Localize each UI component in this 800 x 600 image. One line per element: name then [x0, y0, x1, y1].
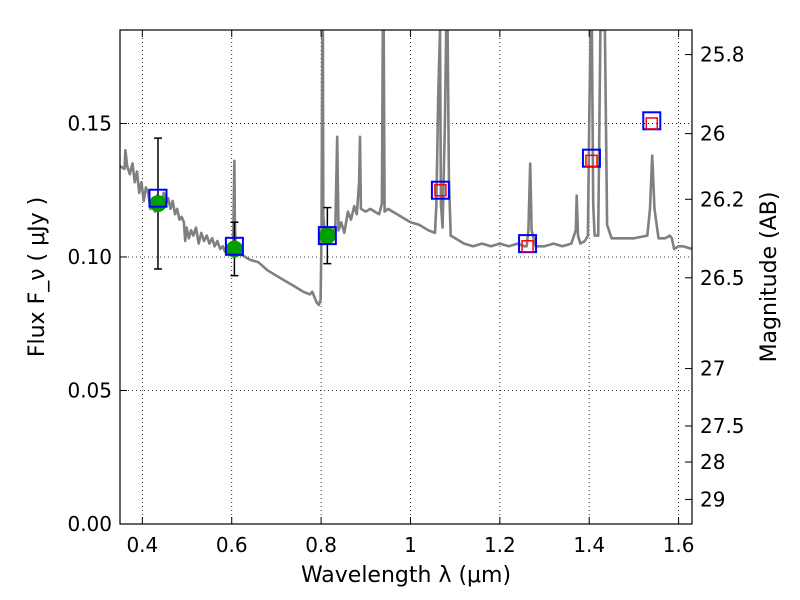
predicted-square	[585, 154, 598, 168]
right-y-axis-label: Magnitude (AB)	[757, 192, 782, 363]
y-axis-label: Flux F_ν ( μJy )	[25, 197, 50, 357]
predicted-square	[521, 240, 534, 253]
model-square	[148, 188, 168, 208]
plot-frame	[119, 29, 693, 525]
x-tick-label: 1.6	[663, 533, 695, 557]
data-point	[318, 227, 336, 245]
x-tick-label: 1.4	[573, 533, 605, 557]
data-point	[149, 195, 167, 213]
model-square	[317, 226, 337, 246]
x-axis-label: Wavelength λ (μm)	[301, 563, 511, 588]
model-square	[430, 180, 450, 200]
x-tick-label: 0.6	[216, 533, 248, 557]
x-tick-label: 1.2	[484, 533, 516, 557]
x-tick-label: 1	[404, 533, 417, 557]
spectrum-line	[120, 30, 692, 307]
y-tick-label: 0.05	[67, 378, 112, 402]
predicted-square	[434, 183, 447, 197]
axes-ticks: 0.4 0.6 0.8 1 1.2 1.4 1.6 0.00 0.05 0.10 0.15 25.8 2…	[67, 30, 745, 557]
y-tick-label: 0.10	[67, 245, 112, 269]
y2-tick-label: 26	[700, 122, 725, 146]
y2-tick-label: 26.2	[700, 187, 745, 211]
y2-tick-label: 26.5	[700, 266, 745, 290]
y2-tick-label: 27.5	[700, 414, 745, 438]
model-square	[224, 236, 244, 256]
y2-tick-label: 28	[700, 450, 725, 474]
y2-tick-label: 27	[700, 357, 725, 381]
y2-tick-label: 29	[700, 487, 725, 511]
y2-tick-label: 25.8	[700, 43, 745, 67]
y-tick-label: 0.15	[67, 111, 112, 135]
y-tick-label: 0.00	[67, 512, 112, 536]
plot-area	[120, 30, 692, 307]
x-tick-label: 0.8	[305, 533, 337, 557]
predicted-square	[645, 117, 659, 130]
x-tick-label: 0.4	[126, 533, 158, 557]
